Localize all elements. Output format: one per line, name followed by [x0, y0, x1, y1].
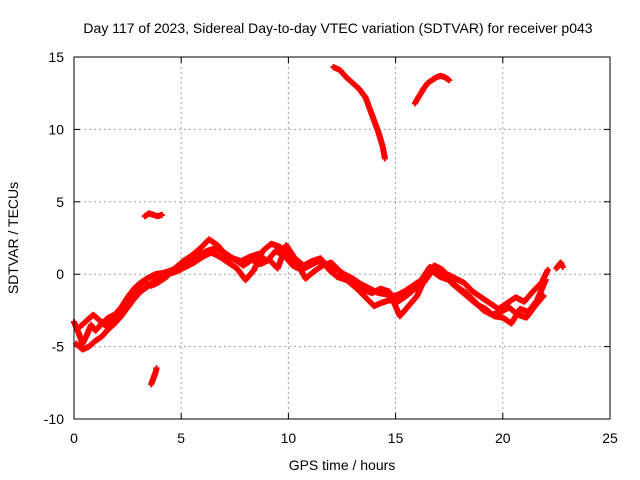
series-upper-arc-center — [330, 64, 388, 162]
data-point — [448, 77, 451, 84]
grid — [74, 57, 610, 419]
y-tick-label: -5 — [52, 339, 65, 355]
series-upper-arc-right — [411, 72, 453, 107]
y-tick-label: -10 — [44, 411, 64, 427]
data-point — [383, 155, 386, 162]
plot-frame — [73, 56, 611, 420]
series-main-track-c — [77, 236, 549, 330]
data-point — [155, 365, 158, 372]
x-axis-label: GPS time / hours — [289, 457, 396, 473]
series-end-blip — [553, 259, 566, 272]
data-point — [546, 266, 549, 273]
x-tick-label: 15 — [388, 430, 404, 446]
x-tick-label: 25 — [602, 430, 618, 446]
x-tick-label: 10 — [281, 430, 297, 446]
x-tick-label: 20 — [495, 430, 511, 446]
y-tick-label: 10 — [48, 121, 64, 137]
data-point — [544, 276, 547, 283]
series-spur-bottom-left — [148, 365, 160, 388]
data-point — [542, 292, 545, 299]
y-axis-label: SDTVAR / TECUs — [5, 182, 21, 294]
y-tick-label: 0 — [56, 266, 64, 282]
chart-title: Day 117 of 2023, Sidereal Day-to-day VTE… — [83, 20, 592, 36]
data-points — [71, 64, 566, 388]
data-point — [160, 211, 163, 218]
x-tick-label: 5 — [177, 430, 185, 446]
x-tick-label: 0 — [70, 430, 78, 446]
y-tick-label: 15 — [48, 49, 64, 65]
y-tick-label: 5 — [56, 194, 64, 210]
data-point — [561, 263, 564, 270]
series-spur-top-left — [141, 210, 165, 220]
